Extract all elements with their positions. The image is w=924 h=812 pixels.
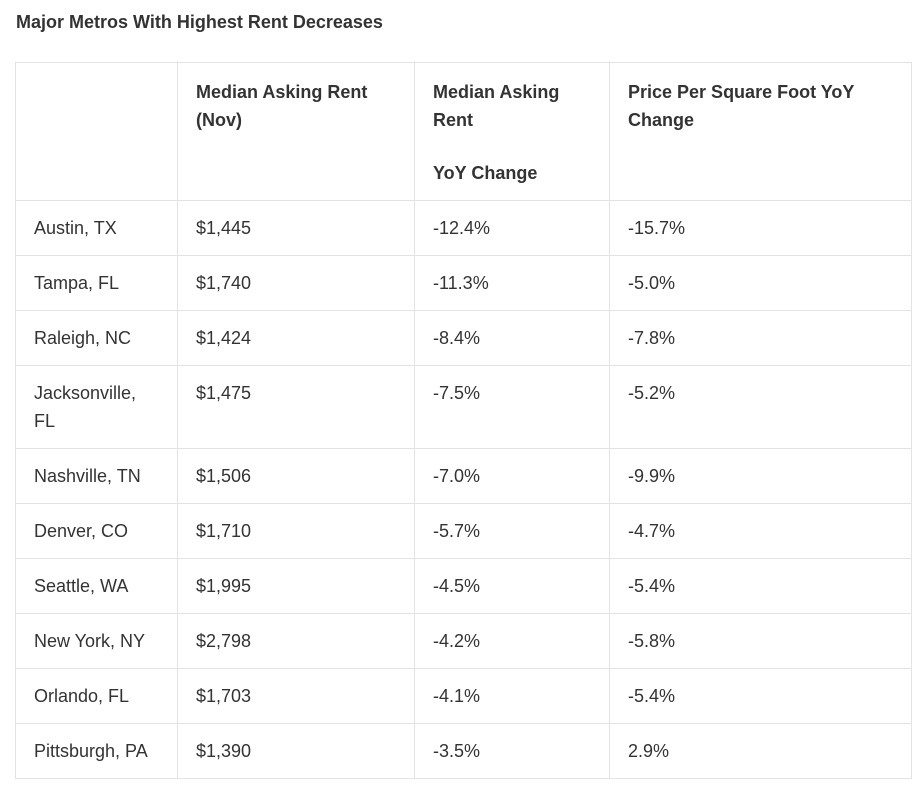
- page-title: Major Metros With Highest Rent Decreases: [16, 12, 383, 32]
- cell-metro: Denver, CO: [15, 503, 178, 559]
- cell-metro: Nashville, TN: [15, 448, 178, 504]
- cell-ppsf-yoy: -7.8%: [609, 310, 912, 366]
- cell-rent: $1,445: [177, 200, 415, 256]
- cell-ppsf-yoy: -4.7%: [609, 503, 912, 559]
- cell-rent-yoy: -4.1%: [414, 668, 610, 724]
- header-median-asking-rent-yoy-line1: Median Asking Rent: [433, 82, 560, 130]
- cell-rent-yoy: -11.3%: [414, 255, 610, 311]
- cell-ppsf-yoy: -5.0%: [609, 255, 912, 311]
- table-row: Orlando, FL $1,703 -4.1% -5.4%: [15, 668, 912, 724]
- table-row: Pittsburgh, PA $1,390 -3.5% 2.9%: [15, 723, 912, 779]
- cell-rent-yoy: -3.5%: [414, 723, 610, 779]
- cell-ppsf-yoy: -5.4%: [609, 668, 912, 724]
- table-row: Jacksonville, FL $1,475 -7.5% -5.2%: [15, 365, 912, 449]
- cell-ppsf-yoy: -15.7%: [609, 200, 912, 256]
- cell-ppsf-yoy: -5.2%: [609, 365, 912, 449]
- cell-rent: $1,424: [177, 310, 415, 366]
- table-row: Austin, TX $1,445 -12.4% -15.7%: [15, 200, 912, 256]
- cell-rent-yoy: -5.7%: [414, 503, 610, 559]
- header-median-asking-rent-yoy: Median Asking Rent YoY Change: [414, 62, 610, 201]
- cell-metro: Pittsburgh, PA: [15, 723, 178, 779]
- cell-metro: Raleigh, NC: [15, 310, 178, 366]
- cell-rent: $1,740: [177, 255, 415, 311]
- table-row: Nashville, TN $1,506 -7.0% -9.9%: [15, 448, 912, 504]
- table-row: Denver, CO $1,710 -5.7% -4.7%: [15, 503, 912, 559]
- cell-rent-yoy: -12.4%: [414, 200, 610, 256]
- cell-rent-yoy: -7.5%: [414, 365, 610, 449]
- cell-rent-yoy: -4.2%: [414, 613, 610, 669]
- cell-rent-yoy: -7.0%: [414, 448, 610, 504]
- cell-rent: $1,710: [177, 503, 415, 559]
- cell-metro: Austin, TX: [15, 200, 178, 256]
- cell-ppsf-yoy: -5.4%: [609, 558, 912, 614]
- table-row: Tampa, FL $1,740 -11.3% -5.0%: [15, 255, 912, 311]
- cell-metro: Tampa, FL: [15, 255, 178, 311]
- cell-rent-yoy: -8.4%: [414, 310, 610, 366]
- cell-metro: Seattle, WA: [15, 558, 178, 614]
- cell-rent: $1,995: [177, 558, 415, 614]
- header-median-asking-rent-yoy-line2: YoY Change: [433, 163, 538, 183]
- cell-rent: $1,703: [177, 668, 415, 724]
- cell-rent: $1,390: [177, 723, 415, 779]
- cell-metro: Jacksonville, FL: [15, 365, 178, 449]
- cell-rent: $1,506: [177, 448, 415, 504]
- table-row: Seattle, WA $1,995 -4.5% -5.4%: [15, 558, 912, 614]
- cell-rent-yoy: -4.5%: [414, 558, 610, 614]
- cell-metro: New York, NY: [15, 613, 178, 669]
- table-header-row: Median Asking Rent (Nov) Median Asking R…: [15, 62, 912, 201]
- table-row: Raleigh, NC $1,424 -8.4% -7.8%: [15, 310, 912, 366]
- cell-rent: $1,475: [177, 365, 415, 449]
- rent-decrease-table: Median Asking Rent (Nov) Median Asking R…: [15, 62, 912, 779]
- header-price-per-sqft-yoy: Price Per Square Foot YoY Change: [609, 62, 912, 201]
- table-row: New York, NY $2,798 -4.2% -5.8%: [15, 613, 912, 669]
- header-metro: [15, 62, 178, 201]
- cell-ppsf-yoy: -5.8%: [609, 613, 912, 669]
- cell-metro: Orlando, FL: [15, 668, 178, 724]
- cell-rent: $2,798: [177, 613, 415, 669]
- cell-ppsf-yoy: 2.9%: [609, 723, 912, 779]
- header-median-asking-rent: Median Asking Rent (Nov): [177, 62, 415, 201]
- cell-ppsf-yoy: -9.9%: [609, 448, 912, 504]
